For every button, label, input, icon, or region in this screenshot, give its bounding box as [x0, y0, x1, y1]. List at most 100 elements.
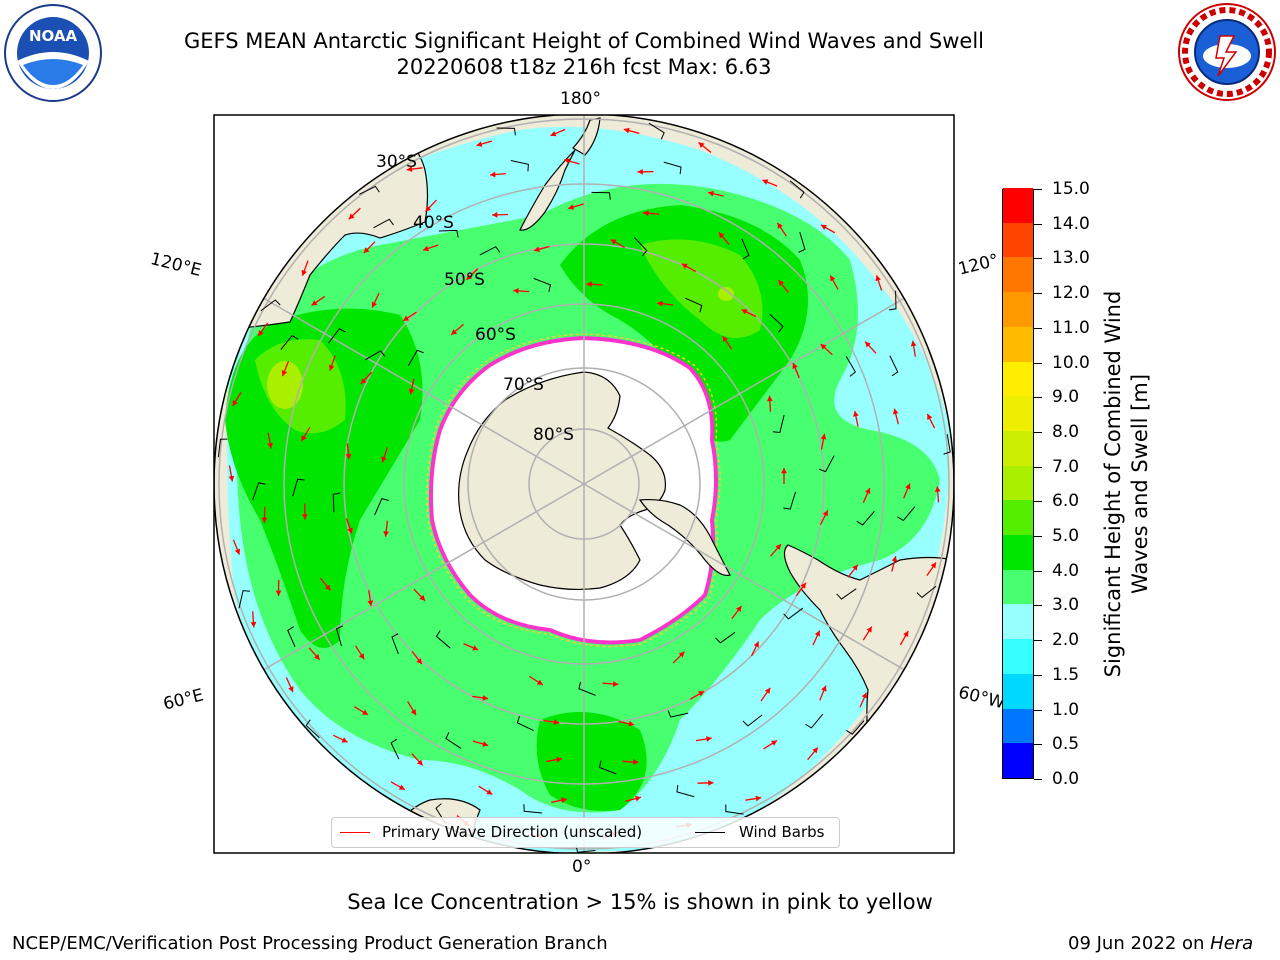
wave-arrow-head [363, 247, 370, 254]
wave-arrow-head [875, 275, 881, 282]
wave-arrow-head [476, 141, 483, 147]
wave-arrow-head [852, 564, 858, 571]
colorbar-segment [1003, 603, 1033, 640]
colorbar-tick-label: 2.0 [1052, 630, 1080, 651]
footer-date: 09 Jun 2022 on Hera [1068, 933, 1253, 954]
wave-arrow-head [568, 204, 575, 210]
wave-arrow-head [311, 300, 318, 306]
wind-barb [252, 482, 266, 501]
wave-arrow-head [777, 222, 783, 229]
wave-arrow-head [281, 370, 288, 377]
wave-arrow-head [764, 687, 771, 694]
lat-label-70s: 70°S [503, 375, 544, 395]
wave-arrow-head [905, 483, 911, 490]
colorbar-title: Significant Height of Combined Wind Wave… [1101, 290, 1152, 678]
wave-arrow-head [698, 142, 705, 148]
wave-arrow-head [553, 719, 560, 725]
wind-barb [496, 127, 516, 136]
wave-arrow-head [250, 621, 257, 628]
graticule [214, 115, 954, 853]
wave-arrow-head [550, 131, 557, 137]
colorbar-tick [1034, 258, 1042, 260]
footer-date-text: 09 Jun 2022 on [1068, 933, 1205, 954]
wave-arrow-head [403, 315, 410, 321]
colorbar-segment [1003, 569, 1033, 605]
colorbar-tick [1034, 570, 1042, 572]
wave-arrow-head [822, 510, 828, 517]
wave-arrow-head [301, 269, 307, 276]
colorbar-segment [1003, 534, 1033, 570]
wave-arrow-head [534, 246, 540, 253]
wind-barb [364, 350, 386, 361]
colorbar-tick [1034, 327, 1042, 329]
wave-arrow-head [492, 211, 498, 218]
colorbar-segment [1003, 361, 1033, 397]
wind-barb [889, 355, 899, 377]
wind-barb [676, 784, 695, 798]
legend-barb-label: Wind Barbs [739, 823, 825, 841]
wave-arrow-head [482, 741, 489, 747]
wave-arrow-head [301, 514, 308, 520]
wind-barb [943, 434, 951, 455]
wave-arrow-head [637, 168, 643, 175]
wave-arrow-head [771, 740, 778, 746]
lat-label-30s: 30°S [376, 152, 417, 172]
wind-barb [287, 626, 296, 648]
wind-barb [725, 804, 744, 815]
wind-barb [916, 585, 937, 599]
wave-arrow-head [228, 475, 235, 482]
wave-arrow-head [472, 645, 479, 651]
colorbar [1002, 187, 1034, 779]
wave-arrow-head [360, 378, 367, 385]
colorbar-tick [1034, 674, 1042, 676]
colorbar-tick-label: 0.0 [1052, 769, 1080, 789]
wind-barb [769, 313, 784, 333]
colorbar-tick-label: 10.0 [1052, 352, 1090, 373]
wind-barb [805, 713, 824, 729]
colorbar-segment [1003, 430, 1033, 466]
wave-arrows [228, 127, 941, 840]
wave-arrow-head [718, 232, 725, 239]
wave-arrow-head [561, 797, 567, 803]
wave-arrow-head [762, 179, 769, 185]
colorbar-segment [1003, 708, 1033, 744]
wave-arrow-head [865, 488, 871, 495]
chart-subtitle: 20220608 t18z 216h fcst Max: 6.63 [396, 55, 772, 79]
wind-barb [789, 180, 805, 199]
wind-barb [818, 455, 835, 473]
wave-arrow-head [722, 336, 728, 343]
wave-arrow-head [736, 605, 742, 612]
wind-barb [715, 631, 736, 644]
wind-barb [836, 588, 857, 600]
wind-barb [328, 328, 346, 344]
wave-arrow-head [232, 400, 238, 406]
ocean-6-7m-max [267, 361, 303, 409]
wave-arrow-head [910, 340, 917, 347]
ocean-5-6m-east [640, 239, 763, 338]
wave-arrow-head [417, 759, 423, 766]
ocean-4-5m-south [536, 712, 647, 811]
ocean-6-7m-max-east [718, 287, 734, 301]
wind-barb [856, 511, 875, 526]
wave-arrow-head [367, 600, 374, 607]
wave-arrow-head [398, 784, 405, 790]
wave-arrow-head [347, 527, 353, 534]
wave-arrow-head [861, 692, 867, 699]
wave-arrow-head [800, 582, 806, 589]
colorbar-tick-label: 11.0 [1052, 317, 1090, 338]
colorbar-tick [1034, 293, 1042, 295]
legend: Primary Wave Direction (unscaled) Wind B… [331, 817, 840, 848]
svg-text:NOAA: NOAA [29, 27, 78, 45]
colorbar-tick-label: 13.0 [1052, 248, 1090, 269]
wave-arrow-head [927, 413, 933, 420]
wave-arrow-head [706, 736, 712, 742]
colorbar-tick [1034, 466, 1042, 468]
colorbar-tick-label: 12.0 [1052, 283, 1090, 304]
noaa-logo: NOAA [4, 4, 102, 102]
wind-barb [479, 246, 501, 256]
colorbar-tick-label: 3.0 [1052, 595, 1080, 616]
wave-arrow-head [775, 544, 782, 551]
wave-arrow-head [267, 442, 273, 449]
wave-arrow-head [610, 239, 617, 245]
wind-barb [510, 160, 529, 172]
